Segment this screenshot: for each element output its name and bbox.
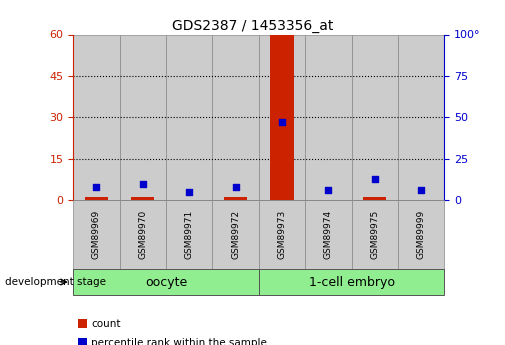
Text: count: count (91, 319, 120, 328)
Point (92, 184, 100, 190)
Text: 1-cell embryo: 1-cell embryo (309, 276, 394, 288)
Bar (73, 34, 120, 200)
Point (324, 187, 332, 193)
Bar (213, 34, 259, 200)
Text: development stage: development stage (5, 277, 106, 287)
Bar (270, 34, 293, 200)
Text: GDS2387 / 1453356_at: GDS2387 / 1453356_at (172, 19, 333, 33)
Point (417, 187, 425, 193)
Bar (85, 197, 108, 200)
Bar (166, 34, 213, 200)
Bar (224, 197, 247, 200)
Point (139, 181, 147, 186)
Text: GSM89970: GSM89970 (138, 210, 147, 259)
Bar (131, 197, 155, 200)
Bar (363, 197, 386, 200)
Point (371, 176, 379, 181)
Text: GSM89973: GSM89973 (278, 210, 286, 259)
Text: GSM89974: GSM89974 (324, 210, 333, 259)
Point (185, 189, 193, 195)
Text: GSM89969: GSM89969 (92, 210, 101, 259)
Text: GSM89975: GSM89975 (370, 210, 379, 259)
Bar (398, 34, 444, 200)
Text: GSM89971: GSM89971 (185, 210, 194, 259)
Text: GSM89999: GSM89999 (417, 210, 426, 259)
Text: percentile rank within the sample: percentile rank within the sample (91, 338, 267, 345)
Bar (351, 34, 398, 200)
Point (278, 119, 286, 125)
Text: oocyte: oocyte (145, 276, 187, 288)
Bar (305, 34, 351, 200)
Bar (120, 34, 166, 200)
Point (232, 184, 240, 190)
Text: GSM89972: GSM89972 (231, 210, 240, 259)
Bar (259, 34, 305, 200)
